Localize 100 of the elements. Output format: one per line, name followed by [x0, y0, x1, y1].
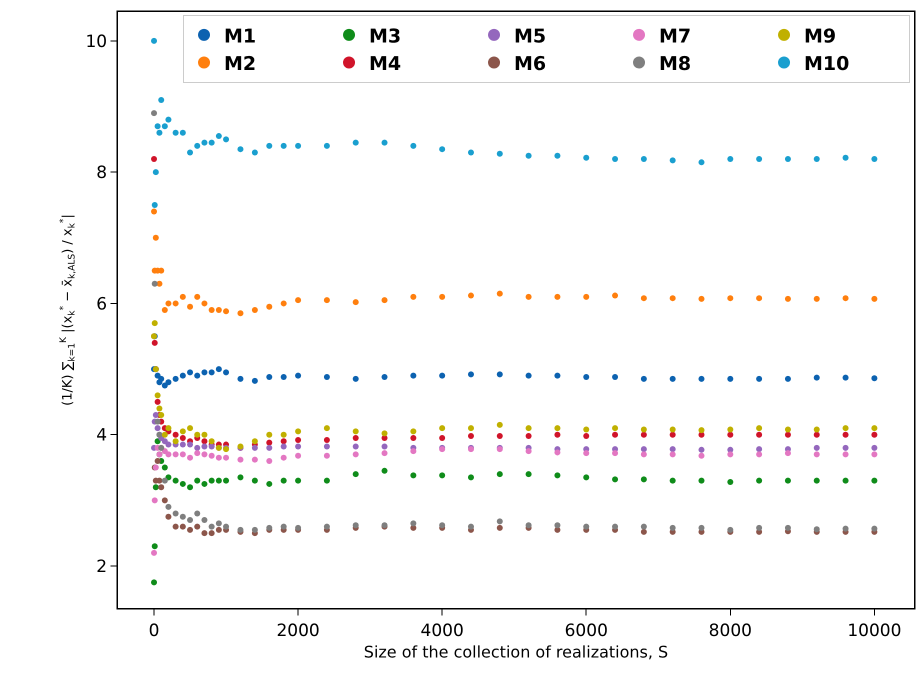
point	[496, 471, 503, 478]
point	[842, 154, 849, 161]
point	[280, 142, 287, 149]
point	[152, 484, 159, 490]
point	[496, 433, 503, 440]
point	[554, 472, 560, 478]
point	[526, 522, 532, 528]
point	[252, 307, 258, 313]
point	[324, 297, 330, 304]
point	[208, 452, 215, 459]
point	[670, 446, 676, 452]
point	[698, 446, 704, 453]
legend-label: M2	[224, 52, 256, 75]
point	[756, 451, 762, 458]
point	[496, 518, 503, 524]
point	[187, 304, 194, 310]
point	[194, 444, 200, 451]
point	[266, 458, 272, 464]
point	[784, 478, 791, 484]
point	[496, 290, 503, 297]
point	[266, 304, 272, 310]
point	[172, 300, 179, 306]
point	[468, 433, 474, 440]
point	[583, 433, 590, 440]
point	[670, 524, 676, 531]
point	[382, 140, 388, 146]
point	[194, 478, 200, 484]
point	[172, 376, 179, 382]
point	[410, 472, 416, 478]
point	[468, 524, 474, 530]
point	[201, 444, 208, 450]
x-tick-label: 0	[148, 620, 160, 641]
legend-label: M1	[224, 25, 256, 48]
point	[187, 369, 194, 376]
point	[496, 371, 503, 378]
point	[252, 378, 258, 384]
point	[842, 478, 849, 484]
point	[187, 149, 194, 156]
point	[324, 478, 330, 484]
point	[194, 142, 200, 149]
point	[382, 450, 388, 456]
point	[152, 280, 158, 287]
point	[784, 426, 791, 432]
point	[439, 425, 446, 432]
point	[352, 451, 359, 458]
point	[612, 425, 618, 432]
point	[162, 464, 168, 471]
point	[201, 517, 208, 524]
point	[410, 372, 416, 379]
point	[194, 294, 200, 300]
point	[698, 296, 704, 302]
point	[612, 156, 618, 162]
point	[756, 156, 762, 162]
point	[187, 517, 194, 524]
point	[439, 372, 446, 379]
point	[526, 433, 532, 440]
point	[154, 392, 161, 398]
point	[496, 150, 503, 157]
x-tick-label: 6000	[564, 620, 608, 641]
point	[670, 426, 676, 432]
point	[468, 292, 474, 299]
point	[252, 456, 258, 463]
point	[640, 376, 647, 382]
point	[526, 372, 532, 379]
point	[216, 520, 222, 526]
point	[814, 444, 820, 451]
point	[201, 451, 208, 458]
point	[727, 295, 734, 302]
point	[784, 296, 791, 302]
point	[640, 446, 647, 452]
point	[280, 454, 287, 461]
point	[172, 130, 179, 136]
point	[670, 157, 676, 164]
point	[756, 376, 762, 382]
point	[266, 142, 272, 149]
legend-label: M3	[369, 25, 402, 48]
point	[223, 308, 230, 314]
point	[151, 208, 158, 215]
point	[165, 116, 172, 123]
point	[640, 432, 647, 438]
point	[201, 480, 208, 487]
point	[208, 530, 215, 536]
point	[640, 524, 647, 530]
point	[526, 448, 532, 454]
point	[280, 374, 287, 380]
point	[670, 451, 676, 458]
point	[180, 435, 186, 441]
point	[172, 438, 179, 444]
point	[154, 418, 161, 425]
point	[756, 432, 762, 438]
point	[180, 442, 186, 448]
point	[842, 451, 849, 458]
point	[151, 38, 158, 44]
point	[612, 524, 618, 530]
point	[382, 468, 388, 474]
point	[814, 451, 820, 458]
point	[612, 450, 618, 456]
point	[208, 307, 215, 313]
point	[162, 382, 168, 388]
point	[842, 425, 849, 432]
